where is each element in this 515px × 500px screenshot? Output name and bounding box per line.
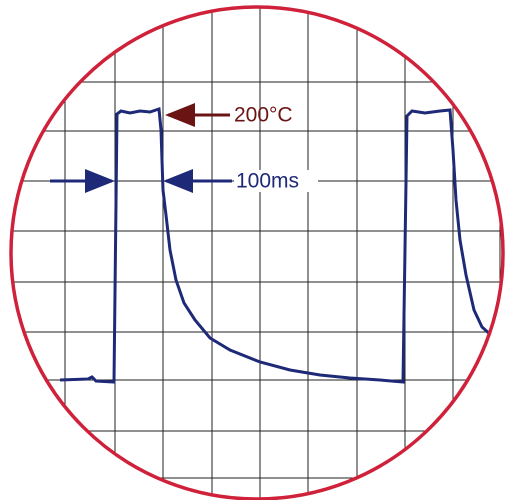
frame-circle	[9, 5, 505, 500]
temp-label: 200°C	[234, 104, 293, 127]
label-bg	[234, 170, 318, 192]
waveform	[59, 106, 494, 384]
time-label: 100ms	[236, 170, 299, 193]
